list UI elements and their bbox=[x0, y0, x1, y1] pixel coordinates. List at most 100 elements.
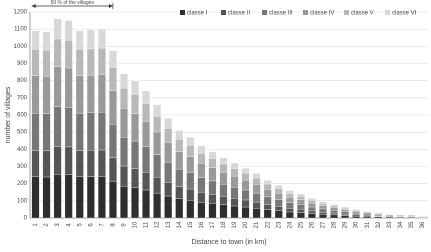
bar-segment bbox=[86, 112, 95, 151]
bar-segment bbox=[219, 163, 228, 173]
bar-segment bbox=[42, 176, 51, 219]
bar-segment bbox=[186, 156, 195, 174]
bar-segment bbox=[97, 112, 106, 151]
y-tick-label: 800 bbox=[17, 78, 28, 84]
bar-segment bbox=[153, 131, 162, 155]
bar-segment bbox=[352, 213, 361, 216]
bar-segment bbox=[241, 189, 250, 201]
x-tick-label: 30 bbox=[354, 221, 360, 228]
bar-segment bbox=[374, 216, 383, 219]
bar-segment bbox=[330, 210, 338, 214]
bar-segment bbox=[241, 206, 250, 219]
bar-segment bbox=[142, 90, 150, 104]
bar-segment bbox=[230, 168, 239, 177]
bar-segment bbox=[385, 216, 394, 219]
bar-segment bbox=[319, 212, 327, 215]
x-tick-label: 27 bbox=[321, 221, 327, 228]
bar-segment bbox=[186, 137, 195, 146]
bar-segment bbox=[186, 188, 195, 201]
bar-segment bbox=[296, 204, 305, 210]
bar-segment bbox=[197, 177, 206, 193]
bar-segment bbox=[308, 206, 316, 212]
bar-segment bbox=[153, 154, 162, 178]
bar-segment bbox=[75, 176, 84, 219]
bar-segment bbox=[363, 215, 372, 217]
bar-segment bbox=[319, 205, 327, 210]
bar-segment bbox=[341, 209, 349, 212]
bar-segment bbox=[330, 204, 338, 206]
bar-segment bbox=[219, 204, 228, 219]
y-tick-label: 500 bbox=[17, 130, 28, 136]
x-tick-label: 14 bbox=[177, 221, 183, 228]
bar-segment bbox=[175, 139, 184, 152]
y-tick-label: 300 bbox=[17, 164, 28, 170]
bar-segment bbox=[31, 150, 40, 177]
bar-segment bbox=[241, 199, 250, 208]
legend-label: classe IV bbox=[310, 10, 334, 16]
bar-segment bbox=[263, 183, 272, 190]
bar-segment bbox=[341, 211, 349, 215]
x-tick-label: 3 bbox=[55, 223, 61, 227]
legend-swatch bbox=[344, 10, 349, 15]
bar-segment bbox=[230, 187, 239, 199]
bar-segment bbox=[86, 48, 95, 76]
bar-segment bbox=[308, 210, 316, 214]
bar-segment bbox=[330, 214, 338, 219]
bar-segment bbox=[197, 202, 206, 219]
legend-label: classe VI bbox=[392, 10, 417, 16]
bar-segment bbox=[219, 196, 228, 205]
annotation: 50 % of the villages bbox=[51, 0, 95, 6]
bar-segment bbox=[131, 80, 139, 95]
bar-segment bbox=[308, 213, 316, 219]
bar-segment bbox=[341, 215, 349, 219]
bar-segment bbox=[252, 177, 261, 185]
bar-segment bbox=[296, 212, 305, 219]
legend-label: classe I bbox=[187, 10, 208, 16]
bar-segment bbox=[208, 180, 217, 195]
bar-segment bbox=[31, 112, 40, 151]
bar-segment bbox=[274, 210, 283, 219]
bar-segment bbox=[252, 208, 261, 219]
bar-segment bbox=[208, 167, 217, 182]
bar-segment bbox=[296, 199, 305, 205]
bar-segment bbox=[363, 210, 372, 212]
bar-segment bbox=[374, 213, 383, 216]
x-tick-label: 22 bbox=[265, 221, 271, 228]
bar-segment bbox=[97, 74, 106, 113]
bar-segment bbox=[31, 75, 40, 114]
bar-segment bbox=[142, 146, 150, 173]
bar-segment bbox=[75, 30, 84, 50]
x-tick-label: 9 bbox=[122, 223, 128, 227]
y-tick-label: 200 bbox=[17, 181, 28, 187]
bar-segment bbox=[86, 75, 95, 113]
x-tick-label: 36 bbox=[420, 221, 426, 228]
bar-segment bbox=[341, 213, 349, 216]
bar-segment bbox=[42, 31, 51, 51]
bar-segment bbox=[131, 140, 139, 169]
bar-segment bbox=[274, 206, 283, 211]
y-tick-label: 1200 bbox=[14, 10, 28, 16]
x-tick-label: 26 bbox=[309, 221, 315, 228]
bar-segment bbox=[352, 211, 361, 214]
bar-segment bbox=[131, 168, 139, 188]
bar-segment bbox=[53, 106, 62, 147]
bar-segment bbox=[97, 176, 106, 219]
bar-segment bbox=[186, 200, 195, 219]
bar-segment bbox=[330, 205, 338, 208]
legend-swatch bbox=[385, 10, 390, 15]
x-tick-label: 18 bbox=[221, 221, 227, 228]
bar-segment bbox=[219, 184, 228, 197]
x-tick-label: 10 bbox=[133, 221, 139, 228]
x-axis-label: Distance to town (in km) bbox=[191, 239, 266, 246]
bar-segment bbox=[319, 203, 327, 206]
bar-segment bbox=[120, 73, 128, 89]
bar-segment bbox=[175, 198, 184, 219]
bar-segment bbox=[208, 158, 217, 168]
bar-segment bbox=[131, 187, 139, 219]
bar-segment bbox=[53, 38, 62, 67]
bar-segment bbox=[363, 216, 372, 219]
bar-segment bbox=[308, 202, 316, 208]
bar-segment bbox=[241, 179, 250, 191]
bar-segment bbox=[75, 150, 84, 177]
bar-segment bbox=[374, 212, 383, 214]
